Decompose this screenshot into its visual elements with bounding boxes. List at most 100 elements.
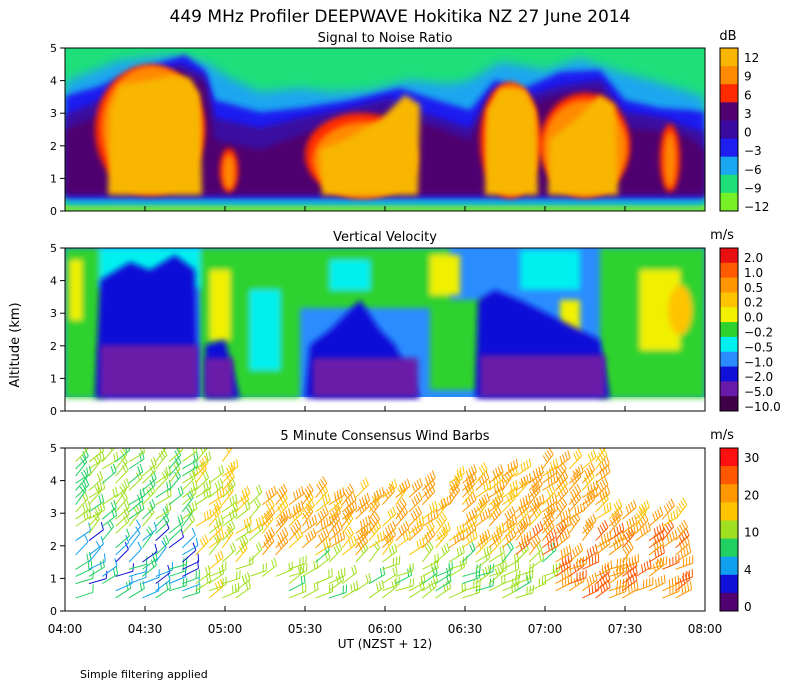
wind-barb-flag bbox=[688, 544, 692, 553]
wind-barb-flag bbox=[405, 531, 409, 540]
wind-barb-flag bbox=[373, 492, 377, 501]
wind-barb-flag bbox=[557, 491, 562, 499]
wind-barb-flag bbox=[687, 582, 690, 592]
wind-barb-flag bbox=[590, 462, 596, 471]
wind-barb-flag bbox=[205, 452, 209, 461]
wind-barb-flag bbox=[424, 545, 430, 554]
wind-barb-flag bbox=[322, 540, 326, 549]
wind-barb-flag bbox=[621, 522, 625, 531]
wind-barb-flag bbox=[306, 520, 310, 529]
wind-barb-flag bbox=[529, 505, 535, 513]
wind-barb-flag bbox=[492, 498, 496, 507]
wind-barb-flag bbox=[679, 524, 684, 533]
wind-barb-flag bbox=[577, 466, 582, 475]
colorbar-swatch bbox=[720, 292, 738, 308]
wind-barb-flag bbox=[451, 481, 457, 489]
wind-barb-flag bbox=[191, 527, 196, 536]
wind-barb-flag bbox=[239, 539, 244, 547]
wind-barb-flag bbox=[150, 458, 155, 467]
wind-barb-flag bbox=[244, 573, 248, 582]
wind-barb-flag bbox=[150, 559, 155, 568]
wind-barb-flag bbox=[229, 511, 233, 520]
wind-barb-flag bbox=[456, 533, 460, 542]
wind-barb-flag bbox=[86, 467, 89, 476]
wind-barb bbox=[515, 592, 534, 599]
wind-barb-flag bbox=[241, 575, 246, 584]
wind-barb-flag bbox=[411, 527, 416, 536]
wind-barb-flag bbox=[528, 458, 532, 467]
wind-barb bbox=[128, 588, 145, 599]
wind-barb-flag bbox=[513, 460, 516, 469]
wind-barb-flag bbox=[592, 513, 597, 522]
wind-barb-flag bbox=[625, 531, 631, 540]
wind-barb-flag bbox=[580, 464, 584, 473]
wind-barb-flag bbox=[311, 516, 315, 525]
wind-barb-flag bbox=[490, 512, 496, 521]
vv-title: Vertical Velocity bbox=[333, 230, 437, 245]
wind-barb-flag bbox=[166, 503, 169, 512]
wind-barb-flag bbox=[473, 464, 477, 473]
wind-barb bbox=[662, 536, 678, 549]
wind-barb-flag bbox=[215, 518, 219, 527]
wind-barb bbox=[142, 576, 160, 585]
wind-barb-flag bbox=[660, 576, 663, 585]
wind-barb-flag bbox=[508, 493, 514, 502]
wind-barb-flag bbox=[477, 502, 484, 511]
wind-barb-flag bbox=[339, 488, 343, 498]
wind-barb-flag bbox=[556, 505, 562, 513]
colorbar-tick-label: 0.0 bbox=[744, 311, 763, 325]
wind-barb bbox=[462, 592, 480, 599]
wind-barb-flag bbox=[520, 478, 524, 487]
wind-barb-flag bbox=[563, 519, 567, 528]
wind-barb-flag bbox=[543, 527, 549, 535]
wind-barb-flag bbox=[548, 468, 553, 477]
wind-barb-flag bbox=[395, 505, 401, 513]
wind-barb-flag bbox=[665, 524, 671, 532]
wind-barb-flag bbox=[228, 440, 232, 447]
wind-barb-flag bbox=[588, 586, 591, 595]
wind-barb-flag bbox=[135, 519, 141, 527]
wind-barb-flag bbox=[294, 522, 300, 530]
wind-barb-flag bbox=[587, 518, 592, 526]
wind-barb-flag bbox=[394, 478, 398, 487]
wind-barb-flag bbox=[326, 517, 329, 526]
wind-barb-flag bbox=[631, 574, 635, 583]
wind-barb-flag bbox=[484, 534, 489, 543]
wind-barb-flag bbox=[500, 576, 503, 585]
wind-barb-flag bbox=[398, 527, 403, 536]
wind-barb-flag bbox=[379, 532, 383, 541]
wind-barb-flag bbox=[468, 468, 472, 477]
wind-barb-flag bbox=[232, 495, 235, 504]
wind-barb-flag bbox=[206, 481, 209, 490]
wind-barb-flag bbox=[670, 498, 675, 506]
wind-barb-flag bbox=[467, 496, 472, 505]
wind-barb-flag bbox=[604, 477, 609, 485]
wind-barb-flag bbox=[609, 501, 612, 510]
wind-barb-flag bbox=[682, 497, 688, 506]
wind-panel: 5 Minute Consensus Wind Barbs 0 1 2 3 4 5 04:… bbox=[48, 428, 760, 651]
wind-barb-flag bbox=[613, 503, 618, 512]
wind-barb-flag bbox=[504, 512, 509, 521]
wind-barb-flag bbox=[304, 488, 310, 496]
wind-barb-flag bbox=[542, 455, 548, 463]
wind-barb-flag bbox=[562, 497, 568, 506]
wind-barb-flag bbox=[577, 505, 580, 514]
wind-barb-flag bbox=[204, 534, 209, 543]
wind-barb-flag bbox=[472, 579, 475, 588]
wind-barb-flag bbox=[280, 486, 286, 494]
wind-barb-flag bbox=[559, 534, 563, 543]
wind-barb-flag bbox=[461, 529, 465, 538]
colorbar-tick-label: −2.0 bbox=[744, 370, 773, 384]
wind-barb-flag bbox=[498, 524, 502, 533]
wind-barb-flag bbox=[518, 505, 523, 514]
wind-barb-flag bbox=[512, 528, 517, 537]
wind-barb-flag bbox=[499, 481, 502, 490]
wind-barb-flag bbox=[479, 563, 481, 572]
colorbar-swatch bbox=[720, 556, 738, 576]
wind-barb-flag bbox=[570, 498, 575, 506]
colorbar-swatch bbox=[720, 120, 738, 140]
wind-barb-flag bbox=[622, 548, 628, 556]
wind-barb-flag bbox=[353, 564, 358, 573]
wind-barb-flag bbox=[219, 478, 224, 487]
wind-barb bbox=[181, 534, 196, 549]
